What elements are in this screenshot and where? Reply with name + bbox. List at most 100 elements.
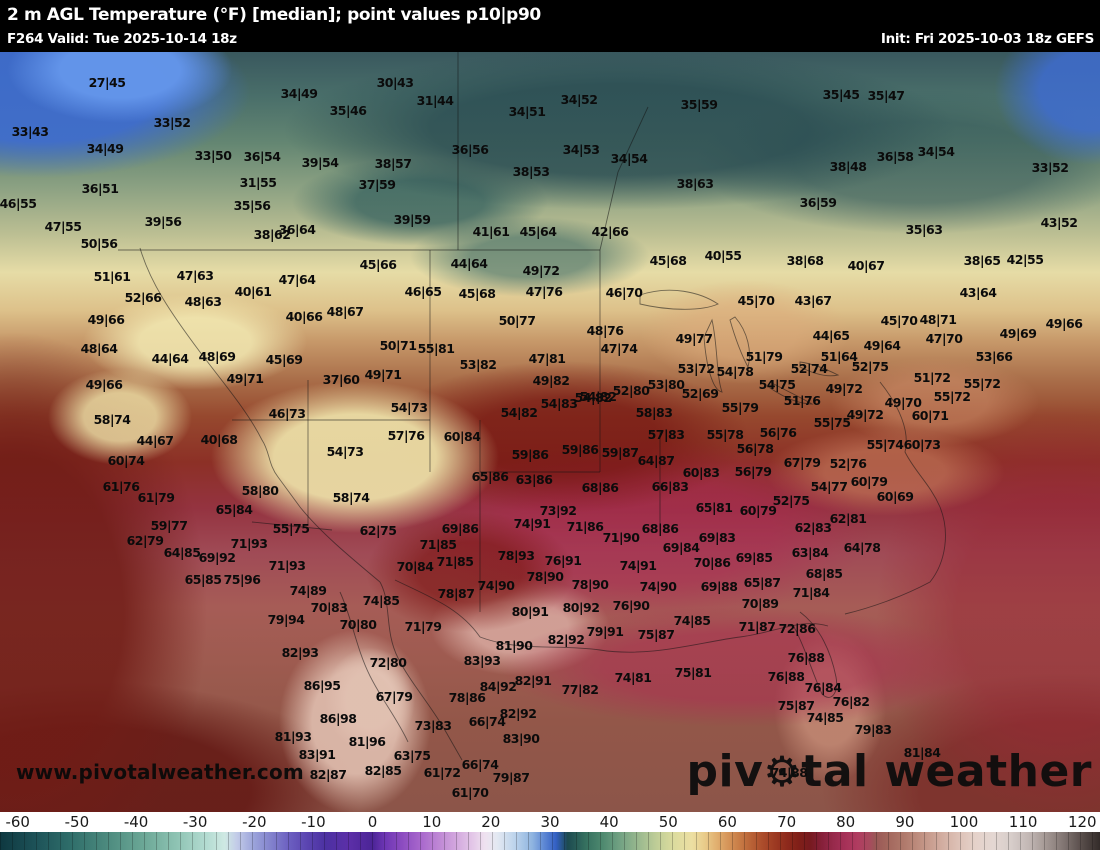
point-value: 60|83 <box>682 464 720 480</box>
point-value: 46|73 <box>268 405 306 421</box>
point-value: 76|91 <box>544 552 582 568</box>
point-value: 82|87 <box>309 766 347 782</box>
point-value: 58|80 <box>241 482 279 498</box>
point-value: 81|84 <box>903 744 941 760</box>
point-value: 50|56 <box>80 235 118 251</box>
point-value: 56|78 <box>736 440 774 456</box>
point-value: 42|55 <box>1006 251 1044 267</box>
point-value: 74|91 <box>513 515 551 531</box>
point-value: 33|52 <box>1031 159 1069 175</box>
point-value: 36|54 <box>243 148 281 164</box>
point-value: 71|84 <box>792 584 830 600</box>
color-scale-tick-label: 110 <box>1008 813 1038 831</box>
point-value: 44|65 <box>812 327 850 343</box>
point-value: 69|88 <box>700 578 738 594</box>
point-value: 52|75 <box>772 492 810 508</box>
point-value: 54|75 <box>758 376 796 392</box>
point-value: 63|86 <box>515 471 553 487</box>
point-value: 40|68 <box>200 431 238 447</box>
color-scale: -60 -50 -40 -30 -20 -10 0 10 20 30 40 50 60 70 80 90 100… <box>0 812 1100 850</box>
point-value: 55|81 <box>417 340 455 356</box>
point-value: 68|86 <box>641 520 679 536</box>
point-value: 31|55 <box>239 174 277 190</box>
point-value: 69|85 <box>735 549 773 565</box>
point-value: 60|69 <box>876 488 914 504</box>
point-value: 45|70 <box>880 312 918 328</box>
point-value: 57|76 <box>387 427 425 443</box>
point-value: 74|90 <box>477 577 515 593</box>
point-value: 49|71 <box>364 366 402 382</box>
map-header: 2 m AGL Temperature (°F) [median]; point… <box>0 0 1100 52</box>
point-value: 55|74 <box>866 436 904 452</box>
point-value: 55|79 <box>721 399 759 415</box>
point-value: 83|90 <box>502 730 540 746</box>
point-value: 70|89 <box>741 595 779 611</box>
point-value: 75|96 <box>223 571 261 587</box>
point-value: 49|72 <box>825 380 863 396</box>
point-value: 42|66 <box>591 223 629 239</box>
point-value: 36|58 <box>876 148 914 164</box>
site-url-watermark: www.pivotalweather.com <box>16 760 304 784</box>
point-value: 34|51 <box>508 103 546 119</box>
point-value: 45|64 <box>519 223 557 239</box>
point-value: 38|65 <box>963 252 1001 268</box>
color-scale-tick-label: 60 <box>717 813 737 831</box>
point-value: 62|79 <box>126 532 164 548</box>
point-value: 49|69 <box>999 325 1037 341</box>
point-value: 74|81 <box>614 669 652 685</box>
point-value: 76|90 <box>612 597 650 613</box>
point-value: 78|90 <box>571 576 609 592</box>
point-value: 49|82 <box>532 372 570 388</box>
point-value: 59|86 <box>511 446 549 462</box>
point-value: 65|86 <box>471 468 509 484</box>
point-value: 71|87 <box>738 618 776 634</box>
point-value: 47|76 <box>525 283 563 299</box>
point-value: 45|68 <box>649 252 687 268</box>
point-value: 74|90 <box>639 578 677 594</box>
point-value: 52|69 <box>681 385 719 401</box>
point-value: 39|59 <box>393 211 431 227</box>
point-value: 74|85 <box>673 612 711 628</box>
point-value: 51|61 <box>93 268 131 284</box>
point-value: 53|80 <box>647 376 685 392</box>
point-value: 63|84 <box>791 544 829 560</box>
point-value: 70|86 <box>693 554 731 570</box>
point-value: 70|83 <box>310 599 348 615</box>
point-value: 39|56 <box>144 213 182 229</box>
point-value: 40|61 <box>234 283 272 299</box>
point-value: 51|79 <box>745 348 783 364</box>
point-value: 74|85 <box>362 592 400 608</box>
point-value: 62|81 <box>829 510 867 526</box>
point-value: 49|71 <box>226 370 264 386</box>
point-value: 54|82 <box>574 389 612 405</box>
point-value: 60|79 <box>739 502 777 518</box>
point-value: 47|64 <box>278 271 316 287</box>
point-value: 34|49 <box>280 85 318 101</box>
point-value: 48|69 <box>198 348 236 364</box>
point-value: 75|87 <box>637 626 675 642</box>
point-value: 52|80 <box>612 382 650 398</box>
point-value: 49|66 <box>1045 315 1083 331</box>
point-value: 52|75 <box>851 358 889 374</box>
point-value: 79|91 <box>586 623 624 639</box>
point-value: 54|78 <box>716 363 754 379</box>
color-scale-segments <box>0 832 1100 850</box>
point-value: 38|63 <box>676 175 714 191</box>
brand-watermark: piv⚙tal weather <box>687 750 1092 794</box>
brand-text-suffix: tal weather <box>801 746 1092 797</box>
point-value: 35|45 <box>822 86 860 102</box>
point-value: 34|52 <box>560 91 598 107</box>
point-value: 65|85 <box>184 571 222 587</box>
gear-icon: ⚙ <box>763 747 802 796</box>
point-value: 52|74 <box>790 360 828 376</box>
color-scale-tick-label: 40 <box>599 813 619 831</box>
point-value: 73|83 <box>414 717 452 733</box>
color-scale-tick-label: 20 <box>481 813 501 831</box>
point-value: 63|75 <box>393 747 431 763</box>
temperature-map[interactable]: 27|45 33|43 33|52 34|49 33|50 36|54 31|55 36|51… <box>0 52 1100 812</box>
point-value: 46|65 <box>404 283 442 299</box>
point-value: 33|52 <box>153 114 191 130</box>
point-value: 78|90 <box>526 568 564 584</box>
point-value: 74|91 <box>619 557 657 573</box>
color-scale-tick-label: -10 <box>301 813 326 831</box>
